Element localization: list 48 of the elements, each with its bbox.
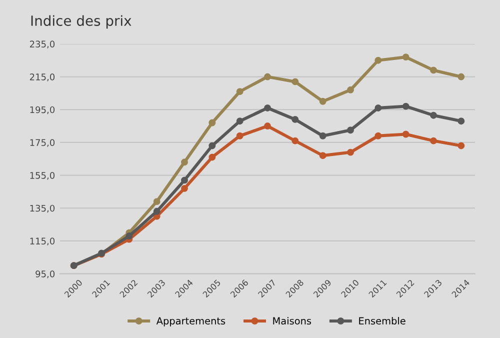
y-tick-label: 175,0: [30, 139, 55, 147]
point: [458, 142, 465, 150]
point: [374, 132, 382, 140]
point: [236, 132, 244, 140]
point: [181, 158, 188, 166]
point: [236, 118, 244, 125]
point: [208, 154, 216, 161]
point: [181, 184, 188, 192]
point: [402, 130, 410, 138]
point: [153, 198, 160, 206]
y-tick-label: 95,0: [36, 270, 55, 278]
point: [319, 98, 326, 105]
y-tick-label: 195,0: [30, 106, 55, 114]
point: [153, 208, 160, 215]
chart-title: Indice des prix: [31, 15, 132, 29]
point: [292, 116, 299, 123]
point: [402, 54, 410, 61]
point: [430, 112, 437, 119]
y-tick-label: 235,0: [30, 40, 55, 48]
y-tick-label: 135,0: [30, 204, 55, 213]
point: [374, 104, 382, 112]
point: [319, 152, 326, 160]
point: [208, 119, 216, 126]
point: [126, 232, 133, 240]
y-tick-label: 155,0: [30, 172, 55, 180]
point: [236, 88, 244, 96]
legend-label: Ensemble: [359, 317, 406, 325]
point: [181, 176, 188, 184]
point: [264, 122, 271, 130]
point: [292, 78, 299, 86]
point: [458, 118, 465, 125]
point: [292, 137, 299, 144]
point: [458, 73, 465, 80]
point: [430, 137, 437, 144]
y-tick-label: 115,0: [30, 238, 55, 246]
point: [264, 104, 271, 112]
point: [347, 86, 354, 94]
point: [319, 132, 326, 140]
point: [430, 66, 437, 74]
point: [264, 73, 271, 80]
legend-label: Maisons: [273, 317, 312, 325]
y-tick-label: 215,0: [30, 74, 55, 82]
point: [374, 56, 382, 64]
point: [402, 102, 410, 110]
point: [347, 126, 354, 134]
point: [347, 148, 354, 156]
point: [208, 142, 216, 150]
legend-label: Appartements: [156, 317, 226, 326]
